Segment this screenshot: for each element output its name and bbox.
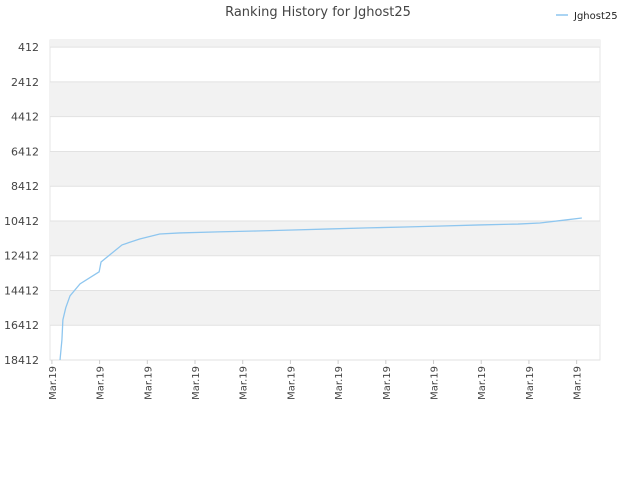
- y-tick-label: 2412: [11, 76, 39, 89]
- y-tick-label: 4412: [11, 111, 39, 124]
- x-tick-label: Mar.19: [96, 366, 107, 400]
- y-tick-label: 8412: [11, 180, 39, 193]
- y-tick-label: 18412: [4, 354, 39, 367]
- x-tick-label: Mar.19: [143, 366, 154, 400]
- y-tick-label: 12412: [4, 250, 39, 263]
- x-tick-label: Mar.19: [573, 366, 584, 400]
- line: [59, 217, 582, 361]
- grid-band: [50, 290, 600, 326]
- grid-band: [50, 151, 600, 187]
- x-tick-label: Mar.19: [48, 366, 59, 400]
- x-tick-label: Mar.19: [191, 366, 202, 400]
- y-tick-label: 14412: [4, 284, 39, 297]
- x-tick-label: Mar.19: [477, 366, 488, 400]
- grid-band: [50, 40, 600, 48]
- x-tick-label: Mar.19: [239, 366, 250, 400]
- x-tick-label: Mar.19: [286, 366, 297, 400]
- x-tick-label: Mar.19: [525, 366, 536, 400]
- y-tick-label: 6412: [11, 145, 39, 158]
- grid-band: [50, 220, 600, 256]
- x-tick-label: Mar.19: [382, 366, 393, 400]
- x-tick-label: Mar.19: [430, 366, 441, 400]
- y-tick-label: 16412: [4, 319, 39, 332]
- y-tick-label: 412: [18, 41, 39, 54]
- y-tick-label: 10412: [4, 215, 39, 228]
- grid-band: [50, 81, 600, 117]
- x-tick-label: Mar.19: [334, 366, 345, 400]
- chart-title: Ranking History for Jghost25: [225, 5, 411, 20]
- legend-label: Jghost25: [573, 11, 618, 22]
